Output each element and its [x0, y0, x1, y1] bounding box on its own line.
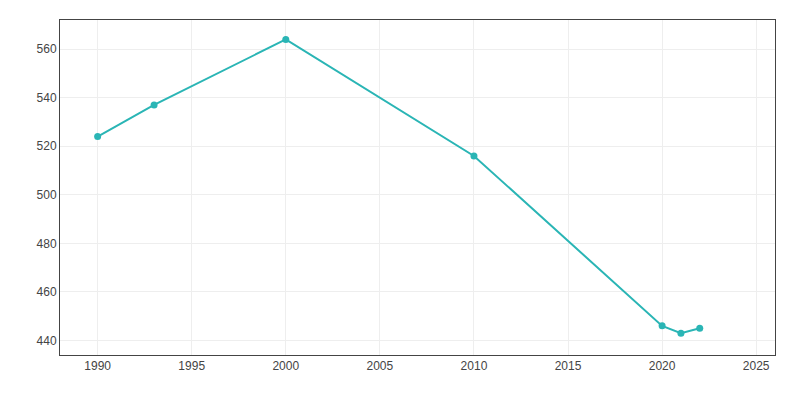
svg-text:460: 460 [37, 285, 57, 299]
svg-text:540: 540 [37, 91, 57, 105]
svg-text:520: 520 [37, 139, 57, 153]
svg-text:2015: 2015 [555, 359, 582, 373]
svg-text:480: 480 [37, 237, 57, 251]
svg-text:1995: 1995 [178, 359, 205, 373]
svg-text:2005: 2005 [367, 359, 394, 373]
svg-text:2000: 2000 [272, 359, 299, 373]
svg-text:2025: 2025 [743, 359, 770, 373]
svg-text:560: 560 [37, 42, 57, 56]
svg-text:440: 440 [37, 334, 57, 348]
svg-text:2010: 2010 [461, 359, 488, 373]
svg-text:2020: 2020 [649, 359, 676, 373]
svg-text:1990: 1990 [84, 359, 111, 373]
svg-text:500: 500 [37, 188, 57, 202]
